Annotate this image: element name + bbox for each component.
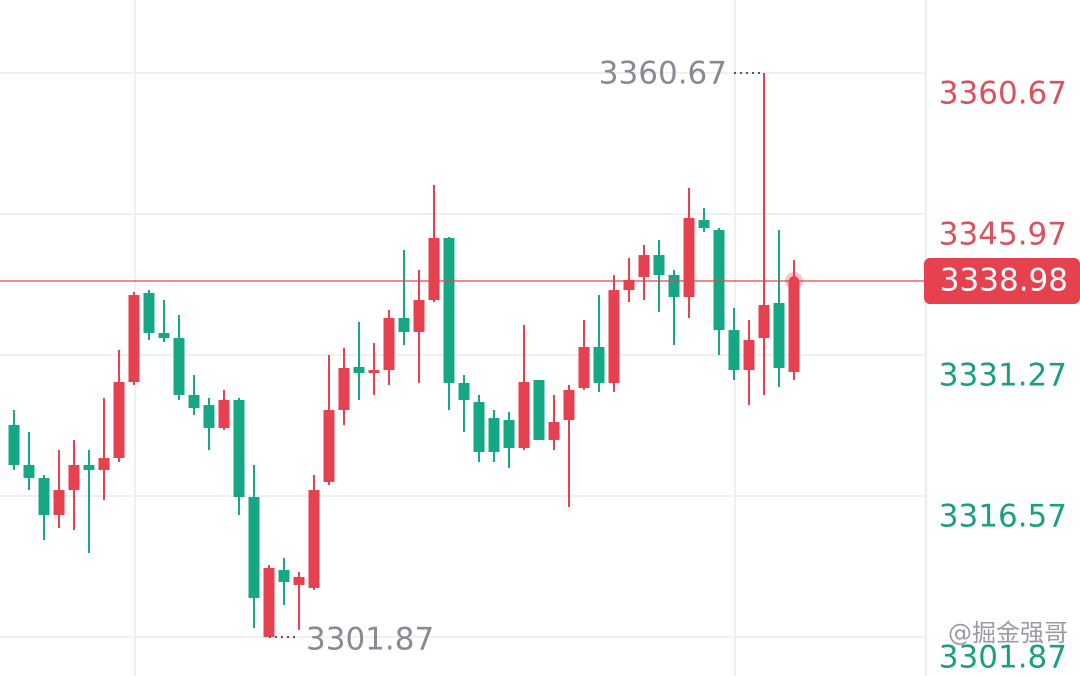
grid: 3360.67 3345.97 3331.27 3316.57 3301.87	[0, 71, 1067, 675]
candle-body	[518, 382, 530, 449]
candle-body	[188, 394, 200, 409]
candle-body	[308, 490, 320, 588]
candle-body	[713, 230, 725, 331]
watermark: @掘金强哥	[948, 619, 1068, 647]
candle-body	[143, 293, 155, 334]
candles	[8, 72, 800, 637]
candle-body	[623, 279, 635, 291]
y-tick-label: 3301.87	[939, 639, 1067, 675]
candle-body	[368, 370, 380, 374]
candle-body	[728, 330, 740, 371]
candle-body	[743, 340, 755, 371]
candle-body	[443, 237, 455, 383]
candle-body	[83, 464, 95, 470]
price-label: 3338.98	[940, 263, 1068, 299]
y-tick-label: 3360.67	[939, 75, 1067, 111]
candle-body	[788, 281, 800, 372]
candle-body	[458, 382, 470, 400]
price-dot	[789, 276, 799, 287]
candle-body	[38, 478, 50, 515]
price-label-box	[924, 258, 1080, 305]
high-label: 3360.67	[599, 55, 727, 91]
candle-body	[473, 401, 485, 453]
candle-body	[533, 380, 545, 440]
candle-body	[593, 347, 605, 383]
candle-body	[353, 366, 365, 374]
candle-body	[158, 333, 170, 338]
candle-body	[428, 237, 440, 301]
candle-body	[233, 399, 245, 498]
candle-body	[608, 290, 620, 383]
candle-body	[293, 577, 305, 585]
candle-body	[773, 302, 785, 369]
candle-body	[413, 300, 425, 332]
candle-body	[323, 410, 335, 482]
overlay: 3360.67 3301.87 3338.98 @掘金强哥	[0, 55, 1080, 657]
candle-body	[578, 347, 590, 388]
candle-body	[23, 464, 35, 479]
candle-body	[503, 420, 515, 449]
candle-body	[173, 338, 185, 395]
candle-body	[668, 274, 680, 298]
candle-body	[98, 457, 110, 470]
candle-body	[338, 368, 350, 411]
candle-body	[398, 317, 410, 332]
candle-body	[383, 317, 395, 371]
y-tick-label: 3345.97	[939, 216, 1067, 252]
candle-body	[8, 424, 20, 465]
candle-body	[488, 417, 500, 453]
low-label: 3301.87	[306, 621, 434, 657]
candle-body	[113, 382, 125, 458]
candle-body	[68, 464, 80, 491]
y-tick-label: 3331.27	[939, 357, 1067, 393]
candle-body	[128, 295, 140, 383]
candle-body	[683, 218, 695, 298]
candle-body	[278, 570, 290, 583]
candle-body	[653, 255, 665, 275]
candle-body	[203, 405, 215, 428]
y-tick-label: 3316.57	[939, 498, 1067, 534]
candle-body	[53, 490, 65, 515]
candle-body	[263, 568, 275, 637]
candle-body	[218, 399, 230, 428]
candle-body	[758, 305, 770, 338]
candle-body	[698, 220, 710, 228]
candle-body	[548, 422, 560, 440]
candle-body	[563, 389, 575, 421]
candle-body	[248, 497, 260, 599]
candle-body	[638, 255, 650, 277]
